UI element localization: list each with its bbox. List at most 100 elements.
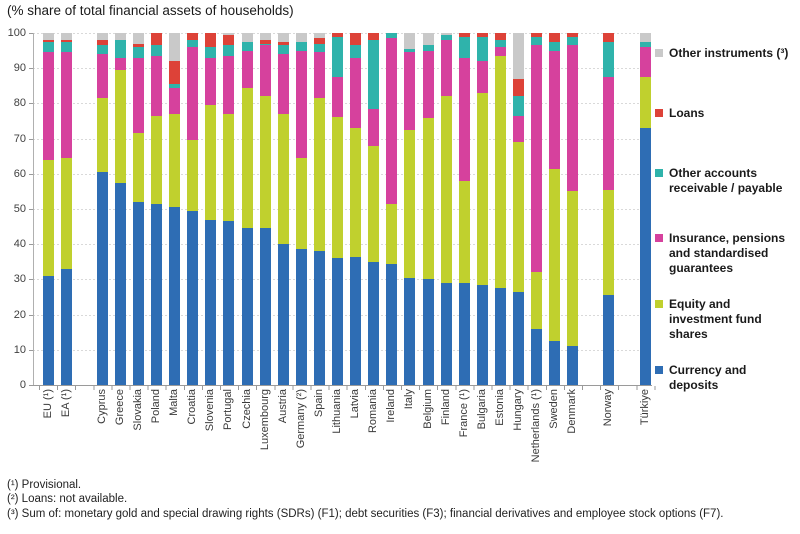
bar-netherlands: [531, 33, 543, 385]
bar-hungary: [512, 33, 524, 385]
x-label-slot: Finland: [437, 389, 455, 462]
legend-entry-loans: Loans: [655, 106, 797, 121]
bar-slot: [256, 33, 274, 385]
bar-slot: [57, 33, 75, 385]
y-tick-50: [29, 209, 33, 210]
segment-loans: [96, 40, 108, 46]
segment-other-instruments: [440, 33, 452, 35]
segment-equity-funds: [151, 115, 163, 204]
footnote-1: (¹) Provisional.: [7, 479, 82, 491]
x-label-slot: Netherlands (¹): [528, 389, 546, 462]
segment-loans: [332, 33, 344, 37]
segment-currency-deposits: [386, 263, 398, 385]
segment-equity-funds: [603, 189, 615, 296]
x-tick-label: Croatia: [186, 389, 199, 425]
bar-belgium: [422, 33, 434, 385]
x-tick-label: Luxembourg: [258, 389, 271, 451]
segment-currency-deposits: [96, 172, 108, 385]
x-tick-label: Germany (²): [294, 389, 307, 449]
x-tick-label: Denmark: [566, 389, 579, 434]
legend-label-other-instruments: Other instruments (³): [669, 46, 789, 60]
segment-insurance-pensions: [639, 47, 651, 78]
y-tick-10: [29, 349, 33, 351]
segment-other-accounts: [458, 36, 470, 58]
x-tick-label: Austria: [276, 389, 289, 424]
x-tick-label: Latvia: [349, 389, 362, 419]
bar-austria: [277, 33, 289, 385]
segment-other-accounts: [440, 34, 452, 41]
bar-luxembourg: [259, 33, 271, 385]
legend-entry-other-instruments: Other instruments (³): [655, 46, 797, 61]
category-spacer: [582, 33, 600, 385]
segment-other-instruments: [422, 33, 434, 46]
bar-slot: [491, 33, 509, 385]
x-tick-label: Lithuania: [331, 389, 344, 434]
segment-insurance-pensions: [404, 52, 416, 130]
segment-other-accounts: [422, 45, 434, 51]
bar-slot: [383, 33, 401, 385]
y-tick-40: [29, 244, 33, 246]
segment-equity-funds: [205, 105, 217, 220]
x-tick-label: Belgium: [421, 389, 434, 429]
segment-other-accounts: [639, 41, 651, 48]
segment-equity-funds: [114, 69, 126, 183]
segment-loans: [205, 33, 217, 48]
bar-slot: [220, 33, 238, 385]
legend-label-insurance-pensions: Insurance, pensions and standardised gua…: [669, 231, 786, 275]
segment-equity-funds: [241, 87, 253, 229]
x-tick-label: Greece: [113, 389, 126, 426]
x-label-slot: Malta: [166, 389, 184, 462]
segment-insurance-pensions: [114, 57, 126, 70]
bar-slot: [329, 33, 347, 385]
x-label-slot: Cyprus: [93, 389, 111, 462]
segment-currency-deposits: [151, 203, 163, 385]
bar-slovenia: [205, 33, 217, 385]
category-spacer: [75, 389, 93, 462]
segment-currency-deposits: [332, 258, 344, 385]
segment-currency-deposits: [368, 261, 380, 385]
x-tick-label: EA (¹): [59, 389, 72, 418]
x-label-slot: Austria: [274, 389, 292, 462]
x-tick-label: Malta: [168, 389, 181, 416]
segment-equity-funds: [512, 142, 524, 292]
x-tick-label: Estonia: [493, 389, 506, 426]
x-label-slot: Belgium: [419, 389, 437, 462]
segment-currency-deposits: [259, 228, 271, 385]
segment-currency-deposits: [350, 256, 362, 385]
segment-equity-funds: [332, 117, 344, 259]
x-label-slot: Italy: [401, 389, 419, 462]
bar-croatia: [187, 33, 199, 385]
segment-other-instruments: [169, 33, 181, 62]
segment-other-accounts: [96, 45, 108, 55]
category-spacer: [618, 389, 636, 462]
segment-other-accounts: [350, 45, 362, 58]
segment-loans: [494, 33, 506, 41]
x-tick-label: Romania: [367, 389, 380, 434]
x-label-slot: Germany (²): [292, 389, 310, 462]
segment-insurance-pensions: [332, 77, 344, 118]
segment-loans: [277, 41, 289, 46]
x-tick-label: Slovakia: [132, 389, 145, 431]
segment-currency-deposits: [60, 268, 72, 385]
segment-other-accounts: [531, 36, 543, 46]
x-axis-labels: EU (¹) EA (¹) Cyprus Greece Slovakia Poland Ma…: [39, 389, 654, 462]
x-tick-label: Bulgaria: [475, 389, 488, 430]
bar-slot: [166, 33, 184, 385]
bar-portugal: [223, 33, 235, 385]
segment-currency-deposits: [277, 244, 289, 385]
segment-other-instruments: [96, 33, 108, 41]
x-tick-label: Portugal: [222, 389, 235, 430]
bar-slot: [437, 33, 455, 385]
bar-slot: [546, 33, 564, 385]
bar-spain: [313, 33, 325, 385]
legend-label-equity-funds: Equity and investment fund shares: [669, 297, 762, 341]
bar-latvia: [350, 33, 362, 385]
bar-bulgaria: [476, 33, 488, 385]
x-tick-label: Italy: [403, 389, 416, 410]
segment-insurance-pensions: [422, 50, 434, 118]
bar-slot: [238, 33, 256, 385]
y-tick-100: [29, 33, 33, 34]
segment-equity-funds: [368, 145, 380, 262]
segment-currency-deposits: [241, 228, 253, 385]
